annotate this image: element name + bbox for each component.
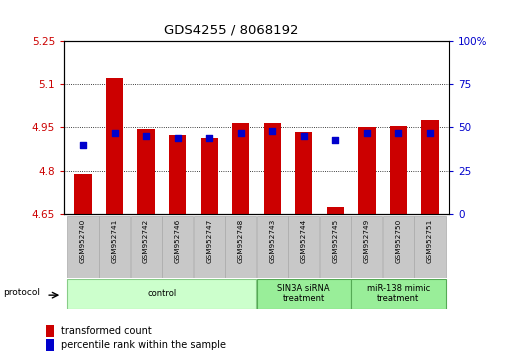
Bar	[232, 123, 249, 214]
Bar	[169, 135, 186, 214]
Bar	[46, 339, 54, 351]
Bar	[99, 216, 130, 278]
Point	[394, 130, 403, 136]
Bar	[256, 216, 288, 278]
Text: GSM952740: GSM952740	[80, 219, 86, 263]
Point	[173, 135, 182, 141]
Text: GSM952743: GSM952743	[269, 219, 275, 263]
Bar	[67, 279, 256, 309]
Text: percentile rank within the sample: percentile rank within the sample	[62, 340, 226, 350]
Bar	[358, 127, 376, 214]
Text: GSM952748: GSM952748	[238, 219, 244, 263]
Point	[426, 130, 434, 136]
Point	[236, 130, 245, 136]
Point	[331, 137, 340, 142]
Text: SIN3A siRNA
treatment: SIN3A siRNA treatment	[278, 284, 330, 303]
Point	[205, 135, 213, 141]
Bar	[351, 216, 383, 278]
Bar	[327, 207, 344, 214]
Bar	[46, 325, 54, 337]
Bar	[421, 120, 439, 214]
Bar	[106, 78, 123, 214]
Point	[79, 142, 87, 148]
Text: GSM952745: GSM952745	[332, 219, 339, 263]
Bar	[383, 216, 414, 278]
Text: miR-138 mimic
treatment: miR-138 mimic treatment	[367, 284, 430, 303]
Text: transformed count: transformed count	[62, 326, 152, 336]
Bar	[415, 216, 446, 278]
Bar	[390, 126, 407, 214]
Bar	[193, 216, 225, 278]
Text: GDS4255 / 8068192: GDS4255 / 8068192	[164, 23, 298, 36]
Text: GSM952744: GSM952744	[301, 219, 307, 263]
Point	[363, 130, 371, 136]
Bar	[288, 216, 320, 278]
Text: protocol: protocol	[3, 288, 40, 297]
Bar	[137, 129, 155, 214]
Bar	[351, 279, 446, 309]
Text: GSM952749: GSM952749	[364, 219, 370, 263]
Text: GSM952741: GSM952741	[112, 219, 117, 263]
Bar	[264, 123, 281, 214]
Bar	[320, 216, 351, 278]
Bar	[295, 132, 312, 214]
Text: GSM952750: GSM952750	[396, 219, 401, 263]
Point	[110, 130, 119, 136]
Text: GSM952747: GSM952747	[206, 219, 212, 263]
Bar	[162, 216, 193, 278]
Bar	[67, 216, 98, 278]
Point	[300, 133, 308, 139]
Text: GSM952746: GSM952746	[174, 219, 181, 263]
Bar	[74, 174, 92, 214]
Bar	[225, 216, 256, 278]
Text: control: control	[147, 289, 176, 298]
Text: GSM952751: GSM952751	[427, 219, 433, 263]
Bar	[201, 138, 218, 214]
Point	[142, 133, 150, 139]
Text: GSM952742: GSM952742	[143, 219, 149, 263]
Bar	[130, 216, 162, 278]
Bar	[256, 279, 351, 309]
Point	[268, 128, 277, 134]
